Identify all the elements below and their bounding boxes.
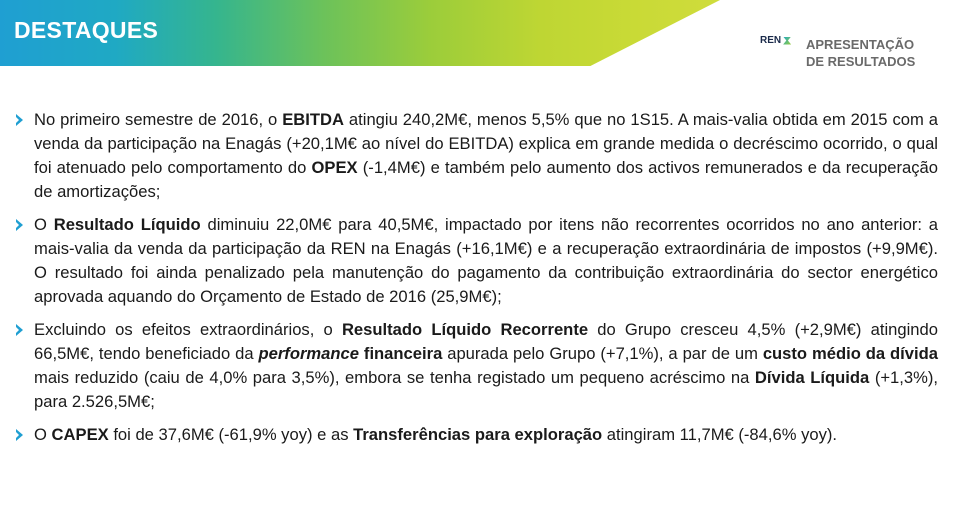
bullet-emphasis: Transferências para exploração: [353, 425, 603, 444]
bullet-arrow-icon: [16, 114, 23, 126]
highlights-list: No primeiro semestre de 2016, o EBITDA a…: [16, 108, 938, 456]
ren-logo-mark-icon: [783, 36, 792, 45]
bullet-emphasis: financeira: [359, 344, 443, 363]
bullet-emphasis: Dívida Líquida: [754, 368, 870, 387]
ren-logo-text: REN: [760, 35, 782, 46]
bullet-text: mais reduzido (caiu de 4,0% para 3,5%), …: [34, 368, 755, 387]
presentation-label: APRESENTAÇÃO DE RESULTADOS: [806, 36, 915, 70]
presentation-label-line1: APRESENTAÇÃO: [806, 37, 915, 52]
bullet-text: atingiu 240,2M€, menos 5,5% que no 1S15.…: [34, 110, 938, 177]
presentation-label-line2: DE RESULTADOS: [806, 54, 916, 69]
highlight-bullet: No primeiro semestre de 2016, o EBITDA a…: [16, 108, 938, 204]
bullet-text: O: [34, 425, 52, 444]
highlight-bullet: O CAPEX foi de 37,6M€ (-61,9% yoy) e as …: [16, 423, 938, 447]
bullet-text: (+1,3%), para 2.526,5M€;: [34, 368, 938, 411]
bullet-text: (-1,4M€) e também pelo aumento dos activ…: [34, 158, 938, 201]
bullet-emphasis: Resultado Líquido: [53, 215, 201, 234]
bullet-arrow-icon: [16, 324, 23, 336]
header-band: DESTAQUES: [0, 0, 720, 66]
bullet-arrow-icon: [16, 219, 23, 231]
bullet-text: do Grupo cresceu 4,5% (+2,9M€) atingindo…: [34, 320, 938, 363]
bullet-emphasis: CAPEX: [51, 425, 109, 444]
bullet-text: O: [34, 215, 54, 234]
bullet-emphasis: custo médio da dívida: [762, 344, 938, 363]
ren-logo: REN: [760, 35, 792, 46]
bullet-emphasis: EBITDA: [282, 110, 344, 129]
highlight-bullet: O Resultado Líquido diminuiu 22,0M€ para…: [16, 213, 938, 309]
bullet-text: No primeiro semestre de 2016, o: [34, 110, 283, 129]
bullet-arrow-icon: [16, 429, 23, 441]
slide-title: DESTAQUES: [14, 17, 159, 43]
bullet-text: foi de 37,6M€ (-61,9% yoy) e as: [108, 425, 354, 444]
bullet-emphasis: performance: [258, 344, 359, 363]
bullet-emphasis: Resultado Líquido Recorrente: [341, 320, 589, 339]
bullet-text: diminuiu 22,0M€ para 40,5M€, impactado p…: [34, 215, 938, 306]
bullet-text: atingiram 11,7M€ (-84,6% yoy).: [602, 425, 838, 444]
highlight-bullet: Excluindo os efeitos extraordinários, o …: [16, 318, 938, 414]
bullet-text: Excluindo os efeitos extraordinários, o: [34, 320, 342, 339]
bullet-emphasis: OPEX: [311, 158, 358, 177]
bullet-text: apurada pelo Grupo (+7,1%), a par de um: [442, 344, 763, 363]
